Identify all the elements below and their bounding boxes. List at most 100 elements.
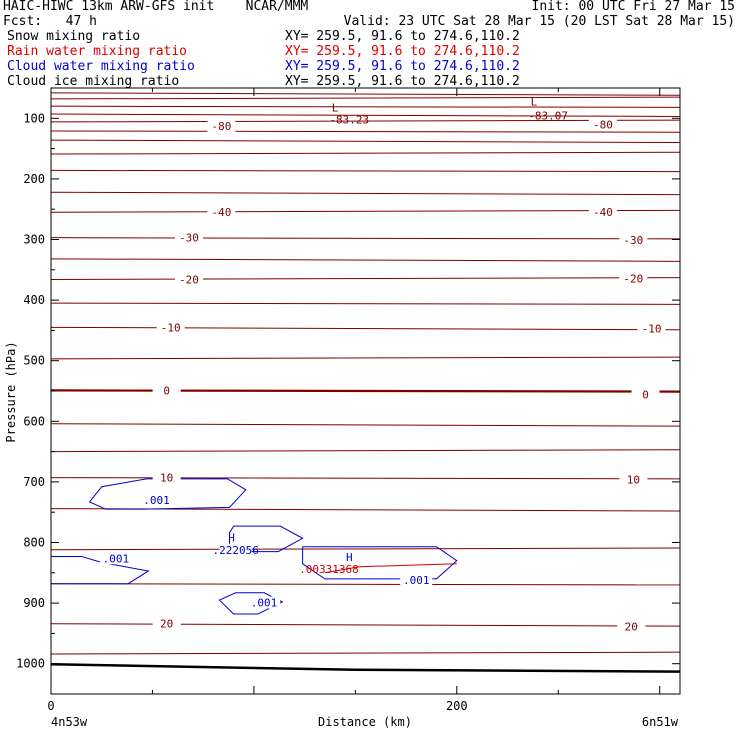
temperature-label: 10 — [627, 473, 640, 486]
cloud-water-contour — [88, 478, 247, 510]
temperature-label: -10 — [642, 323, 662, 336]
y-tick-label: 1000 — [16, 657, 45, 671]
temperature-label-bg — [207, 120, 236, 133]
init-time: Init: 00 UTC Fri 27 Mar 15 — [531, 0, 736, 14]
temperature-line — [50, 96, 681, 100]
temperature-line — [50, 356, 681, 360]
temperature-line — [50, 130, 681, 133]
temperature-label: -40 — [593, 206, 613, 219]
y-tick-label: 200 — [23, 172, 45, 186]
temperature-label-bg — [637, 322, 666, 335]
forecast-hour: Fcst: 47 h — [3, 14, 97, 29]
y-tick-label: 900 — [23, 596, 45, 610]
extremum-label: -83.07 — [528, 109, 568, 122]
temperature-line — [50, 105, 681, 108]
temperature-label: -10 — [161, 321, 181, 334]
temperature-line — [50, 651, 681, 655]
y-tick-label: 100 — [23, 111, 45, 125]
value-label-bg — [99, 552, 132, 565]
contour-labels: -80 -80 -40 -40 -30 -30 -20 -20 -10 -10 0 0 10 10 20 20… — [99, 95, 666, 634]
temperature-line — [50, 151, 681, 155]
temperature-label: -80 — [212, 120, 232, 133]
y-tick-label: 500 — [23, 354, 45, 368]
x-start-label: 4n53w — [51, 715, 88, 729]
temperature-line — [50, 209, 681, 213]
legend-cloudice-xy: XY= 259.5, 91.6 to 274.6,110.2 — [285, 74, 520, 89]
temperature-label-bg — [619, 473, 648, 486]
rain-water-contour — [324, 563, 457, 574]
y-tick-label: 700 — [23, 475, 45, 489]
temperature-line — [50, 139, 681, 144]
temperature-line — [50, 449, 681, 453]
x-axis-label: Distance (km) — [318, 715, 412, 729]
legend-snow-label: Snow mixing ratio — [7, 29, 141, 44]
value-label-bg — [400, 574, 433, 587]
temperature-line — [50, 583, 681, 586]
temperature-line — [50, 237, 681, 240]
temperature-label: 0 — [163, 384, 170, 397]
temperature-line — [50, 119, 681, 123]
y-tick-label: 400 — [23, 293, 45, 307]
y-tick-label: 600 — [23, 414, 45, 428]
temperature-label: 20 — [160, 618, 173, 631]
temperature-label: 20 — [625, 621, 638, 634]
temperature-line — [50, 277, 681, 280]
temperature-label-bg — [631, 388, 660, 401]
y-tick-label: 300 — [23, 233, 45, 247]
temperature-label-bg — [174, 231, 203, 244]
temperature-label-bg — [588, 118, 617, 131]
title-left: HAIC-HIWC 13km ARW-GFS init NCAR/MMM — [3, 0, 309, 14]
temperature-label: -40 — [212, 206, 232, 219]
temperature-line — [50, 302, 681, 305]
temperature-label-bg — [619, 272, 648, 285]
temperature-label-bg — [152, 471, 181, 484]
temperature-label: 0 — [642, 389, 649, 402]
cloud-water-contour — [302, 546, 458, 580]
temperature-line — [50, 389, 681, 393]
temperature-line — [50, 92, 681, 96]
extremum-label: -83.23 — [329, 114, 369, 127]
temperature-label: -30 — [179, 232, 199, 245]
extremum-label: .001 — [103, 552, 130, 565]
temperature-label: -20 — [179, 273, 199, 286]
extremum-label: L — [332, 101, 339, 114]
temperature-label-bg — [152, 617, 181, 630]
temperature-line — [50, 423, 681, 427]
cloud-water-contour — [50, 555, 150, 585]
temperature-contours — [50, 92, 681, 673]
legend-rain-xy: XY= 259.5, 91.6 to 274.6,110.2 — [285, 44, 520, 59]
cloud-water-contour — [218, 592, 284, 615]
temperature-label-bg — [617, 620, 646, 633]
extremum-label: H — [346, 551, 353, 564]
extremum-label: .001 — [143, 494, 170, 507]
temperature-line — [50, 258, 681, 262]
temperature-line — [50, 191, 681, 196]
y-axis-label: Pressure (hPa) — [4, 341, 18, 442]
ground-line — [50, 663, 681, 673]
extremum-label: L — [531, 95, 538, 108]
temperature-label-bg — [619, 234, 648, 247]
extremum-label: .00331368 — [299, 563, 359, 576]
temperature-label: -30 — [623, 234, 643, 247]
x-end-label: 6n51w — [642, 715, 679, 729]
x-tick-label: 0 — [47, 699, 54, 713]
temperature-label-bg — [207, 206, 236, 219]
value-label-bg — [248, 596, 281, 609]
legend-cloudwater-xy: XY= 259.5, 91.6 to 274.6,110.2 — [285, 59, 520, 74]
legend-rain-label: Rain water mixing ratio — [7, 44, 188, 59]
temperature-label-bg — [152, 384, 181, 397]
extremum-label: .001 — [251, 596, 278, 609]
extremum-label: H — [228, 532, 235, 545]
legend-snow-xy: XY= 259.5, 91.6 to 274.6,110.2 — [285, 29, 520, 44]
temperature-line — [50, 326, 681, 331]
temperature-label-bg — [174, 273, 203, 286]
temperature-label-bg — [156, 321, 185, 334]
legend-cloudwater-label: Cloud water mixing ratio — [7, 59, 195, 74]
temperature-line — [50, 113, 681, 117]
legend-cloudice-label: Cloud ice mixing ratio — [7, 74, 180, 89]
temperature-label: -20 — [623, 272, 643, 285]
temperature-line — [50, 169, 681, 173]
temperature-line — [50, 547, 681, 551]
